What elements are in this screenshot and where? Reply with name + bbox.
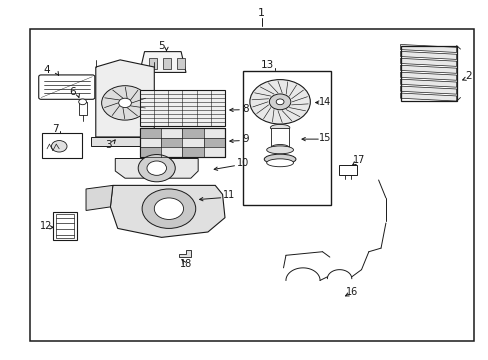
- Text: 11: 11: [223, 190, 235, 200]
- Bar: [203, 138, 224, 147]
- Bar: [140, 128, 161, 138]
- FancyBboxPatch shape: [39, 75, 95, 99]
- Bar: [243, 71, 330, 205]
- Polygon shape: [178, 250, 190, 257]
- Circle shape: [276, 99, 284, 105]
- Bar: [56, 214, 74, 238]
- Circle shape: [119, 98, 131, 108]
- Polygon shape: [400, 93, 456, 101]
- Bar: [400, 45, 456, 101]
- Bar: [140, 128, 224, 157]
- Ellipse shape: [270, 125, 289, 131]
- Text: 14: 14: [318, 97, 330, 107]
- Polygon shape: [86, 185, 113, 211]
- Bar: [30, 30, 473, 341]
- Polygon shape: [110, 185, 224, 237]
- Bar: [271, 128, 288, 147]
- Polygon shape: [115, 158, 198, 178]
- Bar: [42, 133, 82, 158]
- Bar: [182, 147, 203, 157]
- Ellipse shape: [266, 159, 293, 167]
- Text: 4: 4: [43, 64, 50, 75]
- Circle shape: [102, 86, 148, 120]
- Text: 2: 2: [465, 71, 471, 81]
- Polygon shape: [400, 86, 456, 94]
- Circle shape: [79, 99, 86, 105]
- Circle shape: [147, 161, 166, 175]
- Bar: [53, 212, 77, 240]
- Ellipse shape: [271, 144, 288, 150]
- Bar: [176, 58, 184, 69]
- Bar: [79, 102, 86, 115]
- Circle shape: [142, 189, 195, 228]
- Text: 6: 6: [69, 87, 76, 97]
- Text: 18: 18: [180, 259, 192, 269]
- Circle shape: [51, 140, 67, 152]
- Ellipse shape: [266, 146, 293, 154]
- Text: 7: 7: [52, 124, 59, 134]
- Text: 15: 15: [318, 133, 330, 143]
- Circle shape: [249, 80, 310, 124]
- Text: 17: 17: [352, 155, 365, 165]
- Text: 9: 9: [242, 134, 248, 144]
- Polygon shape: [400, 79, 456, 87]
- Circle shape: [138, 154, 175, 182]
- Bar: [338, 165, 356, 175]
- Polygon shape: [140, 51, 185, 72]
- Polygon shape: [96, 60, 154, 137]
- Polygon shape: [400, 51, 456, 59]
- Text: 12: 12: [40, 221, 52, 231]
- Bar: [140, 128, 224, 157]
- Polygon shape: [400, 72, 456, 80]
- Bar: [149, 58, 157, 69]
- Bar: [161, 138, 182, 147]
- Bar: [182, 128, 203, 138]
- Text: 5: 5: [158, 41, 164, 51]
- Text: 10: 10: [237, 158, 249, 168]
- Bar: [163, 58, 170, 69]
- Text: 16: 16: [345, 287, 357, 297]
- Text: 13: 13: [261, 60, 274, 70]
- Ellipse shape: [264, 154, 295, 164]
- Text: 1: 1: [258, 8, 264, 18]
- Polygon shape: [91, 137, 159, 146]
- Polygon shape: [400, 44, 456, 53]
- Bar: [140, 90, 224, 126]
- Polygon shape: [400, 65, 456, 73]
- Bar: [140, 147, 161, 157]
- Text: 8: 8: [242, 104, 248, 114]
- Circle shape: [154, 198, 183, 220]
- Polygon shape: [400, 58, 456, 66]
- Circle shape: [269, 94, 290, 110]
- Text: 3: 3: [104, 140, 111, 150]
